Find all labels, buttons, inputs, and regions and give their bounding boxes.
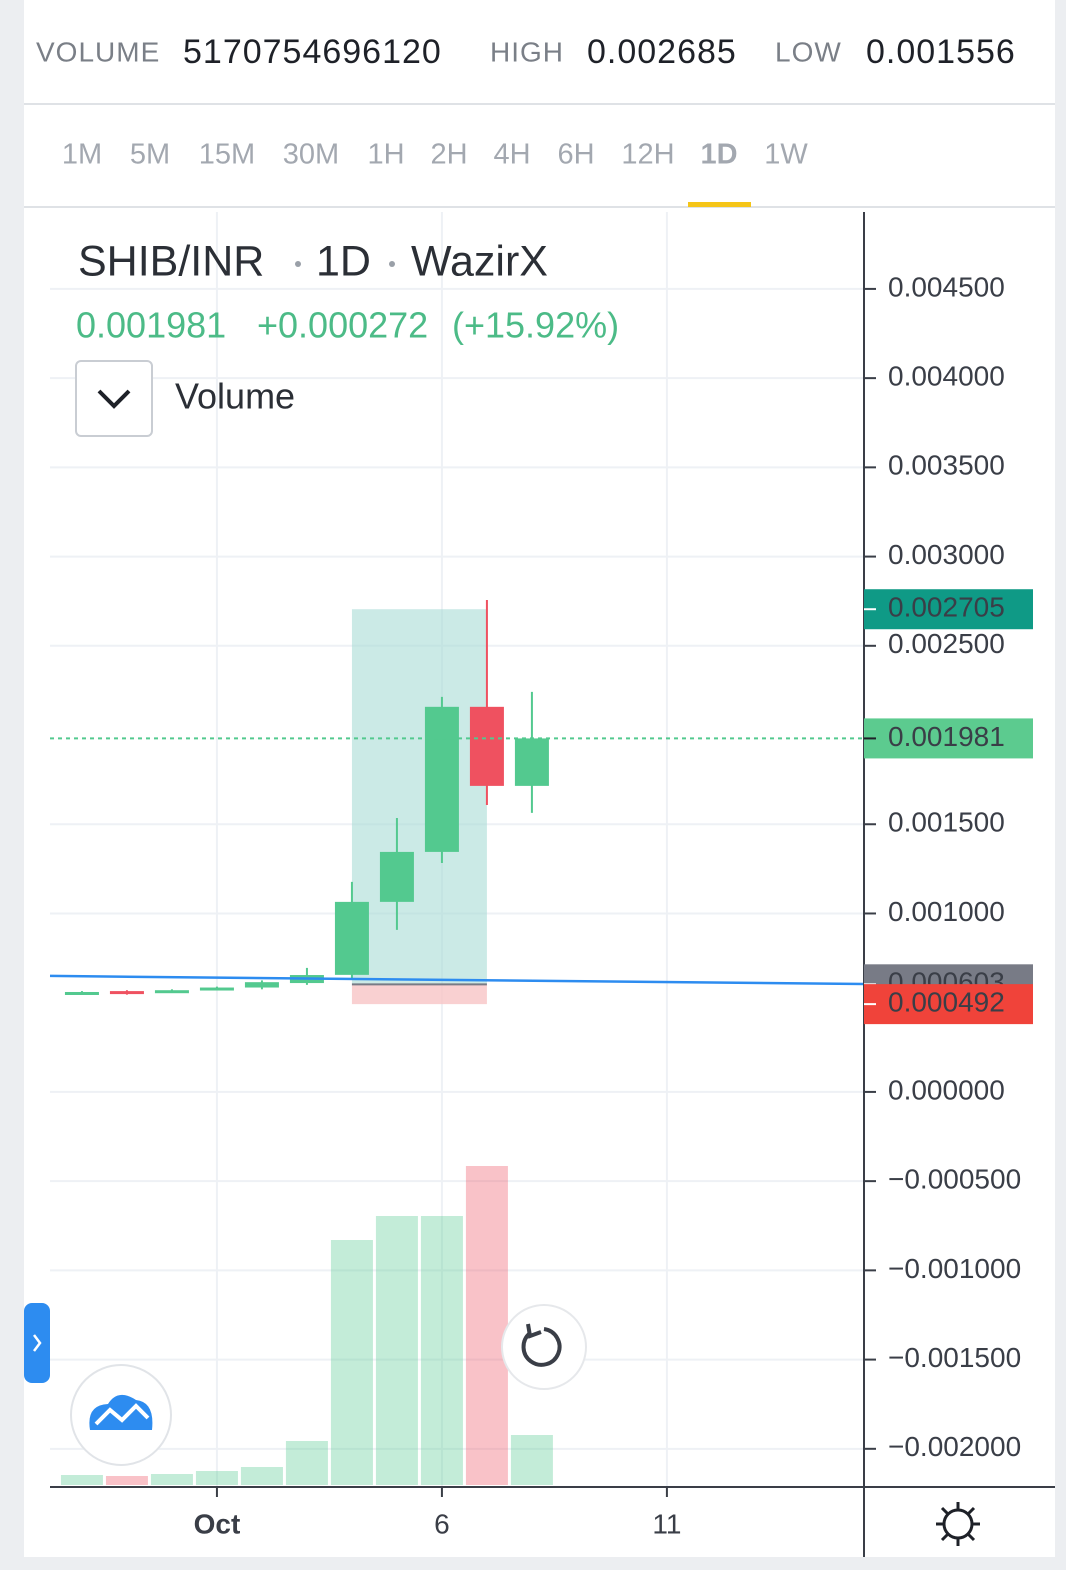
candle-body	[424, 706, 459, 852]
exchange: WazirX	[411, 237, 548, 285]
y-tick-label: −0.002000	[888, 1431, 1021, 1462]
y-tick-label: 0.000000	[888, 1074, 1005, 1105]
settings-button[interactable]	[936, 1502, 980, 1546]
chevron-icon	[97, 389, 131, 409]
change: +0.000272	[257, 305, 428, 346]
volume-bar	[285, 1441, 328, 1485]
gear-icon	[936, 1502, 980, 1546]
y-tick-label: 0.004000	[888, 361, 1005, 392]
volume-legend: Volume	[175, 376, 295, 417]
last-price: 0.001981	[76, 305, 226, 346]
trend-line	[49, 974, 865, 986]
tab[interactable]: 2H	[430, 139, 467, 171]
price-tag	[864, 589, 1033, 630]
volume-bar	[105, 1476, 148, 1485]
y-tick-label: 0.003500	[888, 450, 1005, 481]
stat-value: 0.001556	[866, 33, 1016, 71]
volume-bar	[510, 1435, 553, 1485]
candle-body	[199, 987, 234, 991]
tab[interactable]: 1H	[367, 139, 404, 171]
x-tick-label: 6	[434, 1508, 450, 1539]
tab[interactable]: 4H	[493, 139, 530, 171]
candle-body	[514, 738, 549, 786]
tab-indicator	[688, 202, 751, 207]
y-tick-label: 0.001000	[888, 896, 1005, 927]
candle-body	[64, 991, 99, 995]
reset-icon	[521, 1327, 562, 1367]
side-panel-toggle[interactable]	[24, 1303, 50, 1383]
candle-body	[334, 901, 369, 975]
volume-bar	[240, 1467, 283, 1485]
position-profit	[351, 609, 487, 985]
y-tick-label: −0.001000	[888, 1253, 1021, 1284]
tab[interactable]: 30M	[283, 139, 339, 171]
logo	[89, 1394, 153, 1430]
stat-label: HIGH	[490, 36, 564, 67]
candle-body	[109, 991, 144, 995]
stat-label: VOLUME	[36, 36, 160, 67]
y-tick-label: 0.004500	[888, 271, 1005, 302]
candle-body	[154, 990, 189, 994]
candle-body	[469, 706, 504, 786]
separator	[389, 261, 395, 267]
tab[interactable]: 1M	[62, 139, 102, 171]
tab[interactable]: 1W	[764, 139, 808, 171]
price-tag	[864, 718, 1033, 759]
y-tick-label: 0.002500	[888, 628, 1005, 659]
stat-value: 0.002685	[587, 33, 737, 71]
interval: 1D	[316, 237, 371, 285]
symbol: SHIB/INR	[78, 237, 264, 285]
stat-label: LOW	[775, 36, 842, 67]
candle-body	[379, 851, 414, 902]
volume-toggle[interactable]	[75, 360, 153, 437]
x-tick-label: 11	[652, 1508, 681, 1539]
volume-bar	[420, 1216, 463, 1485]
timeframe-tabs: 1M 5M 15M 30M 1H 2H 4H 6H 12H 1D 1W	[62, 139, 808, 207]
price-tag-label: 0.002705	[888, 592, 1005, 623]
change-percent: (+15.92%)	[452, 305, 619, 346]
price-tag-label: 0.001981	[888, 721, 1005, 752]
price-tag-label: 0.000492	[888, 987, 1005, 1018]
volume-bar	[195, 1471, 238, 1485]
stat-value: 5170754696120	[183, 33, 442, 71]
tab[interactable]: 15M	[199, 139, 255, 171]
x-tick-label: Oct	[194, 1508, 241, 1539]
position-loss	[351, 984, 487, 1005]
separator	[295, 261, 301, 267]
volume-bar	[465, 1166, 508, 1485]
y-tick-label: −0.001500	[888, 1342, 1021, 1373]
reset-icon	[526, 1323, 542, 1339]
plot: −0.002000 −0.001500 −0.001000 −0.000500 0.00…	[49, 212, 1055, 1557]
tab[interactable]: 1D	[700, 139, 737, 171]
y-tick-label: 0.001500	[888, 807, 1005, 838]
logo-line	[94, 1403, 150, 1426]
volume-bar	[60, 1475, 103, 1485]
tab[interactable]: 5M	[130, 139, 170, 171]
volume-bar	[330, 1240, 373, 1485]
chevron-icon	[33, 1334, 42, 1352]
tab[interactable]: 12H	[621, 139, 674, 171]
price-tag	[864, 984, 1033, 1025]
reset-button[interactable]	[501, 1304, 587, 1390]
tab[interactable]: 6H	[557, 139, 594, 171]
candle-body	[244, 982, 279, 988]
volume-bar	[150, 1474, 193, 1485]
volume-bar	[375, 1216, 418, 1485]
y-tick-label: −0.000500	[888, 1164, 1021, 1195]
y-tick-label: 0.003000	[888, 539, 1005, 570]
